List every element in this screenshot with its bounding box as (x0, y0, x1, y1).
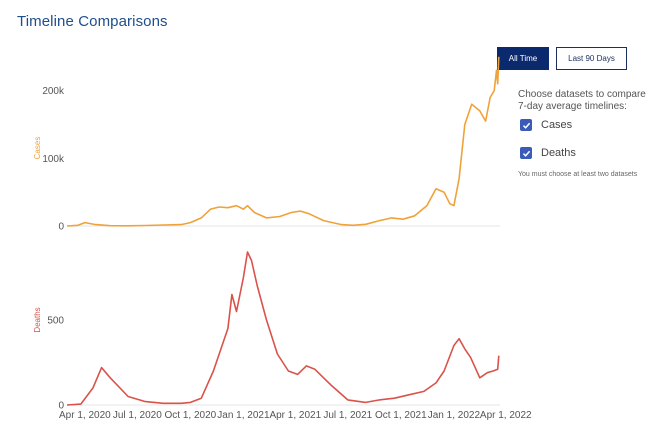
cases-checkbox-label: Cases (541, 119, 573, 131)
deaths-checkbox[interactable] (520, 147, 532, 159)
last-90-days-button[interactable]: Last 90 Days (556, 47, 627, 70)
check-icon (522, 150, 530, 157)
cases-axis-label: Cases (33, 137, 42, 160)
dataset-option-cases[interactable]: Cases (518, 119, 648, 131)
x-tick-label: Jul 1, 2020 (113, 410, 162, 421)
page-title: Timeline Comparisons (17, 13, 168, 30)
dataset-option-deaths[interactable]: Deaths (518, 147, 648, 159)
x-tick-label: Jul 1, 2021 (323, 410, 372, 421)
cases-y-tick-label: 200k (42, 86, 65, 97)
check-icon (522, 122, 530, 129)
deaths-series-line (66, 251, 500, 406)
deaths-checkbox-label: Deaths (541, 147, 576, 159)
x-tick-label: Oct 1, 2020 (165, 410, 217, 421)
x-tick-label: Oct 1, 2021 (375, 410, 427, 421)
dataset-panel: Choose datasets to compare 7-day average… (518, 89, 648, 181)
selection-note: You must choose at least two datasets (518, 171, 638, 178)
x-tick-label: Jan 1, 2021 (217, 410, 270, 421)
x-tick-label: Apr 1, 2022 (480, 410, 532, 421)
deaths-y-tick-label: 0 (58, 401, 64, 412)
cases-series-line (66, 56, 500, 227)
x-tick-label: Apr 1, 2021 (269, 410, 321, 421)
cases-checkbox[interactable] (520, 119, 532, 131)
x-tick-label: Jan 1, 2022 (428, 410, 481, 421)
dataset-prompt: Choose datasets to compare 7-day average… (518, 89, 646, 112)
cases-y-tick-label: 100k (42, 154, 65, 165)
deaths-axis-label: Deaths (33, 307, 42, 332)
all-time-button[interactable]: All Time (497, 47, 549, 70)
cases-y-tick-label: 0 (58, 222, 64, 233)
x-tick-label: Apr 1, 2020 (59, 410, 111, 421)
deaths-y-tick-label: 500 (47, 316, 64, 327)
